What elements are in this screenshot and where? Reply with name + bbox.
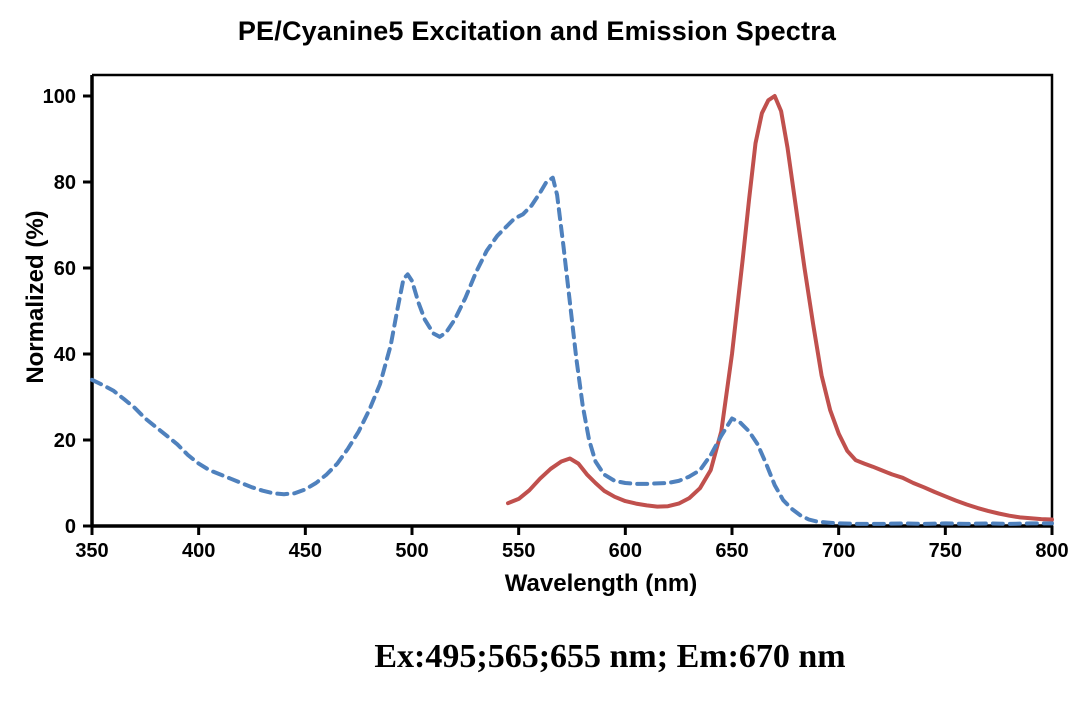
x-tick-label: 650 (715, 540, 748, 562)
y-tick-label: 40 (54, 344, 76, 366)
x-axis-title: Wavelength (nm) (504, 570, 698, 597)
x-tick-label: 500 (395, 540, 428, 562)
x-tick-label: 800 (1035, 540, 1068, 562)
chart-title: PE/Cyanine5 Excitation and Emission Spec… (237, 16, 837, 46)
peaks-caption: Ex:495;565;655 nm; Em:670 nm (374, 638, 846, 675)
plot-frame (92, 73, 1054, 526)
x-tick-label: 700 (822, 540, 855, 562)
y-tick-label: 0 (65, 516, 76, 538)
y-tick-label: 60 (54, 258, 76, 280)
excitation-curve (90, 175, 1054, 526)
x-tick-label: 550 (502, 540, 535, 562)
x-tick-label: 400 (182, 540, 215, 562)
emission-curve (506, 94, 1054, 522)
x-tick-label: 600 (609, 540, 642, 562)
x-tick-label: 450 (289, 540, 322, 562)
y-tick-label: 80 (54, 172, 76, 194)
y-tick-label: 100 (43, 86, 76, 108)
y-tick-label: 20 (54, 430, 76, 452)
x-tick-label: 350 (75, 540, 108, 562)
x-tick-label: 750 (929, 540, 962, 562)
